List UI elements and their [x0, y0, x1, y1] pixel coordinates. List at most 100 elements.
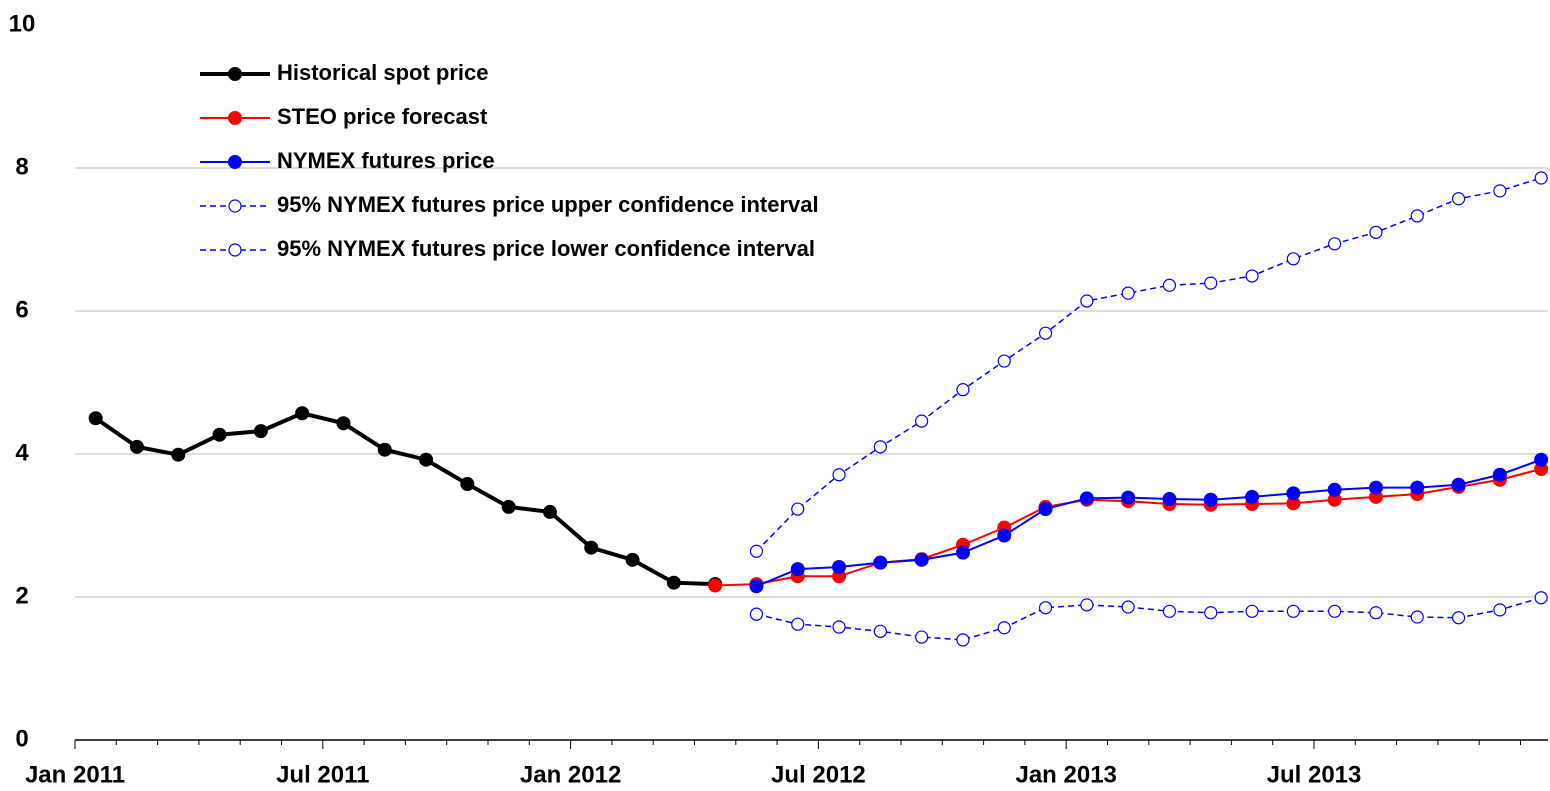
data-point — [1079, 491, 1094, 506]
data-point — [749, 544, 764, 558]
data-point — [542, 504, 557, 519]
y-tick-label: 6 — [15, 296, 28, 323]
data-point — [1410, 610, 1424, 624]
data-point — [1369, 606, 1383, 620]
data-point — [88, 411, 103, 426]
data-point — [584, 540, 599, 555]
data-point — [1286, 252, 1300, 266]
data-point — [1121, 600, 1135, 614]
data-point — [708, 578, 723, 593]
y-tick-label: 10 — [9, 10, 36, 37]
data-point — [1368, 480, 1383, 495]
data-point — [1534, 452, 1549, 467]
data-point — [1203, 492, 1218, 507]
x-tick-label: Jul 2011 — [276, 761, 369, 788]
data-point — [1245, 489, 1260, 504]
data-point — [1162, 492, 1177, 507]
data-point — [1328, 604, 1342, 618]
data-point — [956, 383, 970, 397]
data-point — [915, 630, 929, 644]
data-point — [873, 624, 887, 638]
data-point — [1162, 604, 1177, 618]
data-point — [749, 579, 764, 594]
data-point — [1080, 598, 1094, 612]
data-point — [1245, 604, 1259, 618]
legend-label: NYMEX futures price — [277, 148, 495, 173]
data-point — [1245, 269, 1259, 283]
data-point — [1369, 225, 1383, 239]
data-point — [832, 468, 846, 482]
data-point — [832, 620, 846, 634]
data-point — [1328, 237, 1342, 251]
data-point — [997, 621, 1011, 635]
data-point — [1286, 486, 1301, 501]
data-point — [955, 545, 970, 560]
data-point — [1038, 326, 1053, 340]
data-point — [873, 555, 888, 570]
data-point — [1121, 490, 1136, 505]
series-line — [756, 596, 1542, 641]
data-point — [1451, 192, 1466, 206]
data-point — [666, 575, 681, 590]
data-point — [832, 559, 847, 574]
data-point — [1451, 611, 1466, 625]
data-point — [914, 552, 929, 567]
data-point — [253, 424, 268, 439]
data-point — [1534, 171, 1548, 185]
x-tick-label: Jan 2012 — [520, 761, 621, 788]
legend-label: 95% NYMEX futures price lower confidence… — [277, 236, 815, 261]
legend-marker — [228, 111, 242, 125]
data-point — [295, 406, 310, 421]
data-point — [1451, 477, 1466, 492]
legend-marker — [228, 155, 242, 169]
data-point — [1162, 278, 1177, 292]
data-point — [1493, 184, 1507, 198]
y-tick-label: 4 — [15, 439, 29, 466]
data-point — [1410, 480, 1425, 495]
y-tick-label: 2 — [15, 582, 28, 609]
data-point — [171, 447, 186, 462]
series-line — [94, 411, 716, 587]
data-point — [460, 477, 475, 492]
data-point — [1080, 294, 1094, 308]
x-tick-label: Jul 2013 — [1267, 761, 1362, 788]
data-point — [1038, 601, 1053, 615]
data-point — [212, 427, 227, 442]
data-point — [1492, 467, 1507, 482]
legend-marker — [228, 199, 242, 213]
x-tick-label: Jul 2012 — [771, 761, 866, 788]
data-point — [749, 607, 764, 621]
series-line — [755, 177, 1542, 552]
data-point — [501, 499, 516, 514]
series-line — [756, 458, 1542, 588]
data-point — [997, 528, 1012, 543]
y-tick-label: 8 — [15, 153, 28, 180]
data-point — [419, 452, 434, 467]
legend-marker — [228, 67, 242, 81]
data-point — [1534, 591, 1548, 605]
data-point — [1493, 603, 1507, 617]
data-point — [873, 440, 887, 454]
x-tick-label: Jan 2011 — [25, 761, 125, 788]
data-point — [915, 414, 929, 428]
data-point — [997, 354, 1011, 368]
data-point — [1204, 606, 1218, 620]
data-point — [1327, 482, 1342, 497]
data-point — [791, 502, 805, 516]
data-point — [377, 442, 392, 457]
data-point — [625, 552, 640, 567]
legend-label: STEO price forecast — [277, 104, 488, 129]
data-point — [1038, 502, 1053, 517]
data-point — [791, 617, 805, 631]
data-point — [336, 416, 351, 431]
y-tick-label: 0 — [15, 725, 28, 752]
data-point — [1286, 604, 1300, 618]
data-point — [1410, 209, 1424, 223]
legend-label: 95% NYMEX futures price upper confidence… — [277, 192, 819, 217]
data-point — [1204, 276, 1218, 290]
data-point — [956, 633, 970, 647]
x-tick-label: Jan 2013 — [1015, 761, 1116, 788]
legend-label: Historical spot price — [277, 60, 489, 85]
data-point — [129, 439, 144, 454]
